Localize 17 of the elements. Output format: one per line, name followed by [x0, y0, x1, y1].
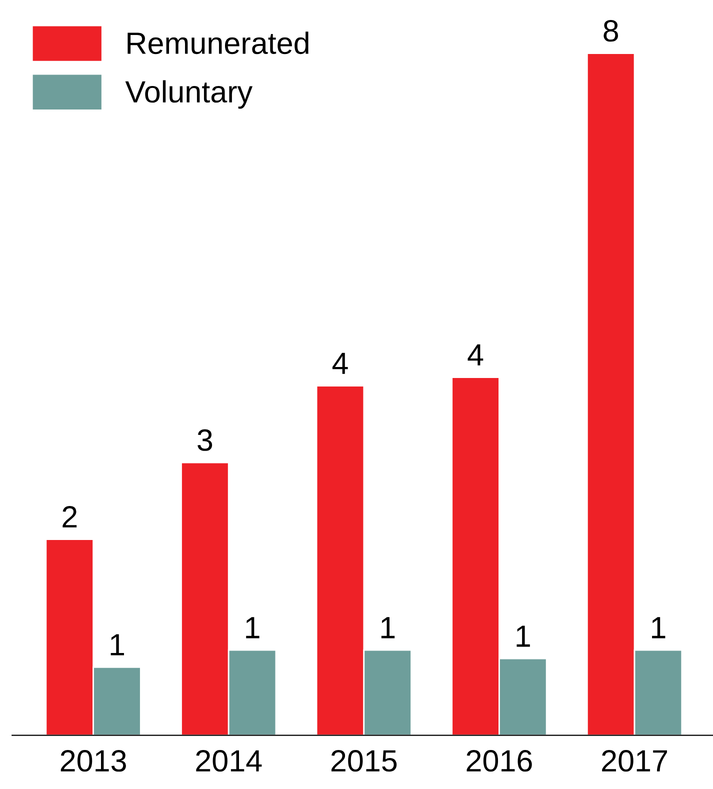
x-tick-label: 2016	[466, 750, 532, 772]
x-tick-label: 2013	[60, 750, 126, 772]
data-label: 3	[198, 429, 212, 451]
x-tick-label: 2017	[602, 750, 667, 772]
x-tick-label: 2015	[331, 750, 397, 772]
legend-label: Remunerated	[128, 32, 308, 54]
data-label: 2	[62, 506, 77, 528]
data-label: 1	[652, 617, 666, 638]
data-label: 1	[110, 634, 124, 656]
data-label: 4	[332, 352, 348, 374]
data-label: 4	[468, 344, 484, 366]
legend-label: Voluntary	[125, 80, 253, 109]
x-tick-label: 2014	[196, 750, 262, 772]
data-label: 1	[516, 626, 530, 647]
data-label: 1	[381, 617, 395, 638]
data-label: 8	[604, 20, 618, 42]
data-label: 1	[246, 617, 260, 638]
